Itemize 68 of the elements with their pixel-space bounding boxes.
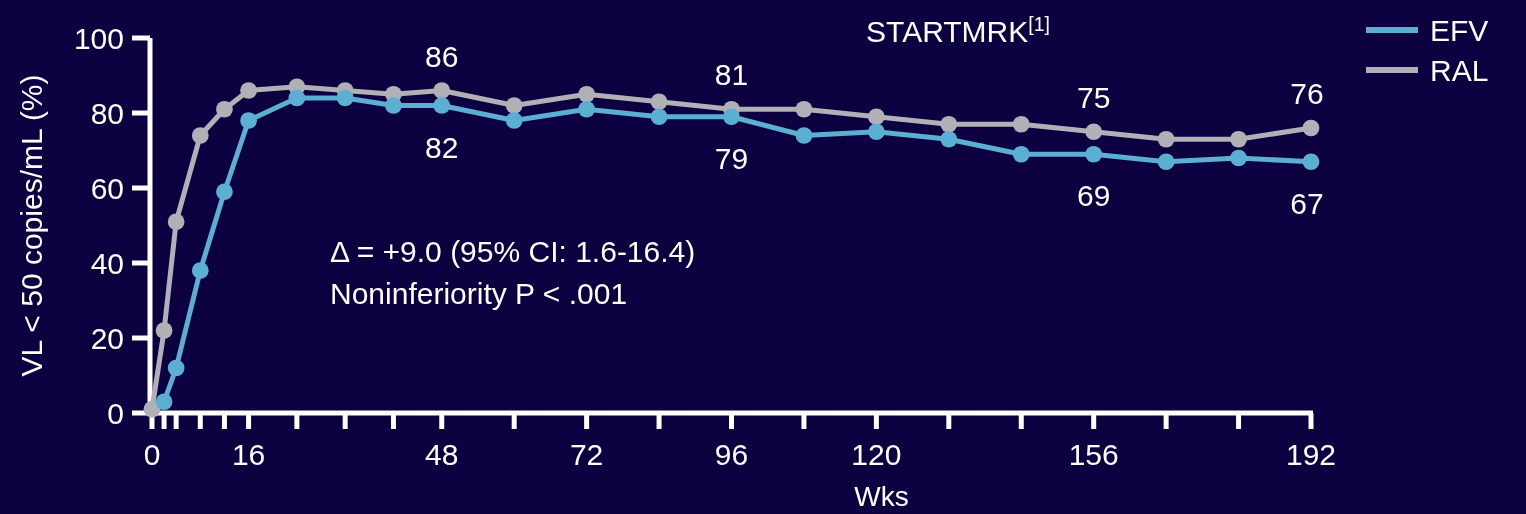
- point: [155, 322, 173, 339]
- point: [216, 100, 233, 118]
- y-tick-label: 0: [107, 396, 124, 430]
- x-tick-label: 120: [851, 438, 902, 471]
- point: [288, 89, 306, 107]
- point: [1085, 123, 1103, 141]
- x-tick-label: 72: [569, 438, 604, 471]
- x-tick-label: 156: [1068, 438, 1119, 471]
- point: [650, 108, 668, 126]
- point: [240, 82, 257, 99]
- point: [336, 89, 354, 107]
- point: [433, 97, 451, 114]
- point: [240, 112, 257, 129]
- x-tick-label: 48: [425, 438, 459, 471]
- point: [1157, 130, 1175, 148]
- x-tick-label: 16: [231, 438, 266, 471]
- point: [578, 100, 595, 118]
- point: [868, 123, 885, 141]
- y-tick-label: 20: [90, 321, 124, 355]
- y-tick-label: 60: [90, 171, 124, 205]
- annotation: 82: [425, 130, 459, 164]
- point: [650, 93, 668, 111]
- x-tick-label: 192: [1285, 438, 1337, 471]
- annotation: 79: [714, 141, 749, 175]
- y-axis-title: VL < 50 copies/mL (%): [15, 74, 48, 377]
- point: [191, 262, 209, 279]
- point: [578, 85, 595, 103]
- annotation: 76: [1290, 77, 1324, 110]
- point: [795, 127, 813, 144]
- point: [940, 130, 958, 148]
- point: [795, 100, 813, 118]
- x-tick-label: 96: [714, 438, 749, 471]
- legend-label: EFV: [1430, 13, 1489, 47]
- point: [1012, 115, 1030, 133]
- point: [868, 108, 885, 126]
- point: [385, 97, 402, 114]
- point: [167, 359, 185, 377]
- chart-title: STARTMRK$^{[1]}$: [866, 13, 1050, 48]
- annotation: 67: [1290, 186, 1324, 220]
- legend-label: RAL: [1430, 53, 1489, 87]
- y-tick-label: 100: [73, 21, 124, 55]
- point: [1230, 130, 1247, 148]
- point: [167, 213, 185, 231]
- point: [505, 97, 523, 114]
- point: [723, 108, 740, 126]
- point: [1157, 153, 1175, 171]
- point: [433, 82, 451, 99]
- y-tick-label: 40: [90, 246, 124, 280]
- annotation: 75: [1077, 80, 1111, 114]
- annotation: Noninferiority P < .001: [330, 277, 628, 310]
- x-tick-label: 0: [143, 438, 161, 471]
- point: [940, 115, 958, 133]
- point: [155, 393, 173, 411]
- annotation: 69: [1077, 179, 1111, 213]
- point: [1230, 149, 1247, 167]
- point: [1302, 119, 1320, 137]
- point: [216, 183, 233, 201]
- annotation: Δ = +9.0 (95% CI: 1.6-16.4): [330, 235, 696, 268]
- point: [1302, 153, 1320, 171]
- y-tick-label: 80: [90, 96, 124, 130]
- annotation: 86: [425, 39, 459, 73]
- point: [191, 127, 209, 144]
- point: [1085, 145, 1103, 163]
- annotation: 81: [714, 58, 749, 92]
- point: [505, 112, 523, 129]
- point: [1012, 145, 1030, 163]
- point: [143, 400, 161, 418]
- x-axis-title: Wks: [854, 481, 909, 512]
